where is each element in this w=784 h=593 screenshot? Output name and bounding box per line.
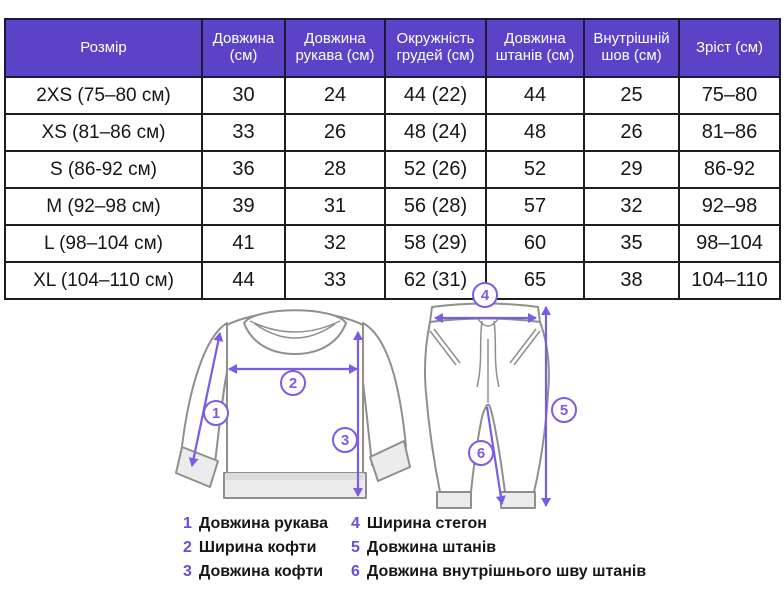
- size-cell: XL (104–110 см): [4, 261, 203, 300]
- table-cell: 44: [201, 261, 286, 300]
- legend-number: 6: [351, 563, 360, 580]
- table-row: M (92–98 см) 39 31 56 (28) 57 32 92–98: [4, 187, 781, 226]
- svg-text:3: 3: [341, 432, 349, 449]
- legend-label: Ширина кофти: [198, 539, 317, 556]
- table-cell: 25: [583, 76, 680, 115]
- marker-5: 5: [551, 397, 577, 423]
- header-size: Розмір: [4, 18, 203, 78]
- legend-label: Довжина внутрішнього шву штанів: [366, 563, 647, 580]
- table-row: S (86-92 см) 36 28 52 (26) 52 29 86-92: [4, 150, 781, 189]
- table-cell: 26: [583, 113, 680, 152]
- legend-label: Довжина кофти: [198, 563, 324, 580]
- table-cell: 26: [284, 113, 386, 152]
- marker-4: 4: [472, 282, 498, 308]
- marker-6: 6: [468, 440, 494, 466]
- legend-item: 4 Ширина стегон: [351, 512, 646, 536]
- svg-text:6: 6: [477, 445, 485, 462]
- table-cell: 48: [485, 113, 585, 152]
- legend-column-left: 1 Довжина рукава 2 Ширина кофти 3 Довжина к…: [183, 512, 335, 584]
- size-cell: L (98–104 см): [4, 224, 203, 263]
- table-cell: 81–86: [678, 113, 781, 152]
- table-cell: 39: [201, 187, 286, 226]
- table-row: XL (104–110 см) 44 33 62 (31) 65 38 104–…: [4, 261, 781, 300]
- table-cell: 60: [485, 224, 585, 263]
- legend-item: 5 Довжина штанів: [351, 536, 646, 560]
- arrow-pants-inseam: [485, 406, 506, 505]
- table-cell: 24: [284, 76, 386, 115]
- legend-label: Довжина штанів: [366, 539, 497, 556]
- legend-number: 3: [183, 563, 192, 580]
- marker-2: 2: [280, 370, 306, 396]
- table-cell: 33: [284, 261, 386, 300]
- svg-text:4: 4: [481, 287, 490, 304]
- table-cell: 28: [284, 150, 386, 189]
- header-sleeve-length: Довжина рукава (см): [284, 18, 386, 78]
- legend-item: 3 Довжина кофти: [183, 560, 335, 584]
- table-cell: 36: [201, 150, 286, 189]
- svg-text:5: 5: [560, 402, 568, 419]
- table-cell: 44: [485, 76, 585, 115]
- table-cell: 86-92: [678, 150, 781, 189]
- size-cell: 2XS (75–80 см): [4, 76, 203, 115]
- table-cell: 32: [583, 187, 680, 226]
- table-row: L (98–104 см) 41 32 58 (29) 60 35 98–104: [4, 224, 781, 263]
- table-cell: 52 (26): [384, 150, 487, 189]
- table-cell: 98–104: [678, 224, 781, 263]
- table-cell: 33: [201, 113, 286, 152]
- table-row: XS (81–86 см) 33 26 48 (24) 48 26 81–86: [4, 113, 781, 152]
- table-cell: 57: [485, 187, 585, 226]
- header-pants-length: Довжина штанів (см): [485, 18, 585, 78]
- table-cell: 104–110: [678, 261, 781, 300]
- table-cell: 32: [284, 224, 386, 263]
- table-cell: 75–80: [678, 76, 781, 115]
- legend-label: Довжина рукава: [198, 515, 328, 532]
- legend-label: Ширина стегон: [366, 515, 487, 532]
- table-cell: 48 (24): [384, 113, 487, 152]
- measurement-diagram: 1 2 3 4 5 6: [175, 282, 577, 509]
- size-table: Розмір Довжина (см) Довжина рукава (см) …: [4, 18, 781, 300]
- table-cell: 30: [201, 76, 286, 115]
- table-cell: 58 (29): [384, 224, 487, 263]
- table-header-row: Розмір Довжина (см) Довжина рукава (см) …: [4, 18, 781, 78]
- table-cell: 92–98: [678, 187, 781, 226]
- arrow-sleeve-length: [188, 332, 224, 467]
- header-height: Зріст (см): [678, 18, 781, 78]
- legend-number: 2: [183, 539, 192, 556]
- table-cell: 31: [284, 187, 386, 226]
- table-cell: 41: [201, 224, 286, 263]
- table-row: 2XS (75–80 см) 30 24 44 (22) 44 25 75–80: [4, 76, 781, 115]
- marker-3: 3: [332, 427, 358, 453]
- marker-1: 1: [203, 400, 229, 426]
- legend-item: 1 Довжина рукава: [183, 512, 335, 536]
- size-cell: XS (81–86 см): [4, 113, 203, 152]
- legend-column-right: 4 Ширина стегон 5 Довжина штанів 6 Довжина …: [351, 512, 646, 584]
- size-cell: M (92–98 см): [4, 187, 203, 226]
- header-chest: Окружність грудей (см): [384, 18, 487, 78]
- legend-number: 4: [351, 515, 360, 532]
- measurement-legend: 1 Довжина рукава 2 Ширина кофти 3 Довжина к…: [183, 512, 646, 584]
- table-cell: 62 (31): [384, 261, 487, 300]
- legend-number: 5: [351, 539, 360, 556]
- table-cell: 35: [583, 224, 680, 263]
- pants-illustration: [424, 302, 550, 509]
- svg-text:2: 2: [289, 375, 297, 392]
- svg-text:1: 1: [212, 405, 220, 422]
- legend-number: 1: [183, 515, 192, 532]
- header-length: Довжина (см): [201, 18, 286, 78]
- table-cell: 29: [583, 150, 680, 189]
- size-cell: S (86-92 см): [4, 150, 203, 189]
- table-cell: 38: [583, 261, 680, 300]
- table-cell: 52: [485, 150, 585, 189]
- table-cell: 56 (28): [384, 187, 487, 226]
- header-inseam: Внутрішній шов (см): [583, 18, 680, 78]
- table-cell: 65: [485, 261, 585, 300]
- table-cell: 44 (22): [384, 76, 487, 115]
- legend-item: 6 Довжина внутрішнього шву штанів: [351, 560, 646, 584]
- legend-item: 2 Ширина кофти: [183, 536, 335, 560]
